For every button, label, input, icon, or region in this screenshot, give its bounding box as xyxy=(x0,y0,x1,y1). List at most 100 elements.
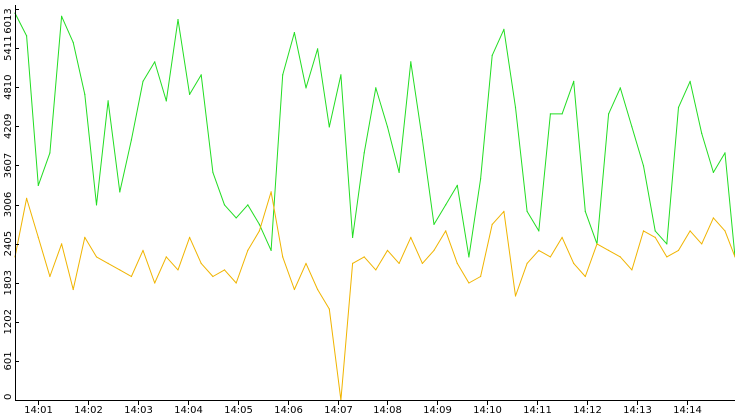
series-1-point xyxy=(130,139,132,141)
series-1-point xyxy=(165,100,167,102)
series-1-point xyxy=(95,204,98,206)
series-1-point xyxy=(433,223,435,225)
series-2-point xyxy=(410,236,412,238)
series-1-point xyxy=(340,74,342,76)
x-tick-label: 14:13 xyxy=(623,405,652,415)
series-2-point xyxy=(503,210,505,212)
series-1-point xyxy=(631,126,633,128)
series-1-point xyxy=(363,152,365,154)
series-1-point xyxy=(689,80,691,82)
series-1-point xyxy=(584,210,586,212)
y-tick-label: 1202 xyxy=(3,309,14,334)
x-tick-label: 14:14 xyxy=(673,405,702,415)
series-2-point xyxy=(596,243,598,245)
series-2-point xyxy=(235,282,237,284)
series-1-point xyxy=(37,184,39,186)
series-2-point xyxy=(107,262,109,264)
series-1-point xyxy=(107,100,109,102)
series-2-point xyxy=(61,243,63,245)
series-2-point xyxy=(724,230,726,232)
series-2-point xyxy=(631,269,633,271)
axes xyxy=(15,5,735,401)
series-1-point xyxy=(573,80,575,82)
series-1-point xyxy=(61,15,63,17)
y-tick-label: 601 xyxy=(3,351,14,370)
y-tick-label: 0 xyxy=(3,394,14,400)
series-1-point xyxy=(468,256,470,258)
series-2-point xyxy=(456,262,458,264)
series-2-point xyxy=(701,243,703,245)
series-1-point xyxy=(549,113,552,115)
series-2-point xyxy=(49,275,51,278)
series-2-point xyxy=(491,223,493,225)
y-tick-label: 6013 xyxy=(3,8,14,33)
series-2-point xyxy=(119,269,121,271)
series-2-point xyxy=(445,230,447,232)
series-1-point xyxy=(666,243,668,245)
series-2-point xyxy=(26,197,28,199)
x-tick-label: 14:06 xyxy=(274,405,303,415)
series-2-point xyxy=(642,230,645,232)
series-2-line xyxy=(14,191,735,401)
series-2-point xyxy=(95,256,98,258)
x-tick-label: 14:08 xyxy=(373,405,402,415)
series-2-point xyxy=(689,230,691,232)
series-2-point xyxy=(293,288,295,291)
x-tick-label: 14:04 xyxy=(174,405,203,415)
series-2-point xyxy=(328,308,330,310)
series-2-point xyxy=(561,236,563,238)
series-1-point xyxy=(84,93,86,95)
y-tick-label: 4810 xyxy=(3,74,14,99)
series-2-point xyxy=(608,249,610,251)
series-2-point xyxy=(130,275,132,278)
series-2-point xyxy=(468,282,470,284)
series-2-point xyxy=(223,269,226,271)
series-1-point xyxy=(456,184,458,186)
series-1-point xyxy=(608,113,610,115)
y-tick-label: 1803 xyxy=(3,270,14,295)
x-tick-label: 14:05 xyxy=(224,405,253,415)
series-2-point xyxy=(526,262,528,264)
y-tick-label: 5411 xyxy=(3,35,14,60)
series-1-point xyxy=(235,217,237,219)
series-2-point xyxy=(282,256,284,258)
series-1-point xyxy=(305,87,307,89)
series-2-point xyxy=(363,256,365,258)
series-1-point xyxy=(154,61,156,63)
series-1-point xyxy=(538,230,540,232)
series-1-point xyxy=(514,106,517,108)
series-2-point xyxy=(398,262,400,264)
series-1-point xyxy=(712,171,715,173)
series-1-point xyxy=(421,139,423,141)
series-1-point xyxy=(386,126,389,128)
series-1-point xyxy=(270,249,272,251)
series-1 xyxy=(14,12,735,258)
series-2-point xyxy=(317,288,319,291)
series-2-point xyxy=(514,295,517,297)
series-2-point xyxy=(386,249,389,251)
series-1-point xyxy=(410,61,412,63)
series-1-point xyxy=(503,28,505,30)
series-1-point xyxy=(480,178,482,180)
series-1-point xyxy=(189,93,191,95)
series-2-point xyxy=(421,262,423,264)
y-ticks: 0 601 1202 1803 2405 3006 3607 4209 4810 5411 6013 xyxy=(3,8,19,401)
series-2-point xyxy=(584,275,586,278)
series-1-point xyxy=(26,35,28,37)
series-2-point xyxy=(189,236,191,238)
series-2-point xyxy=(177,269,179,271)
y-tick-label: 2405 xyxy=(3,231,14,256)
y-tick-label: 3006 xyxy=(3,192,14,217)
series-2-point xyxy=(84,236,86,238)
x-tick-label: 14:11 xyxy=(523,405,552,415)
series-2-point xyxy=(72,288,74,291)
series-1-point xyxy=(258,223,260,225)
series-2-point xyxy=(200,262,202,264)
x-tick-label: 14:09 xyxy=(423,405,452,415)
series-2-point xyxy=(37,236,39,238)
series-1-point xyxy=(142,80,144,82)
series-2-point xyxy=(549,256,552,258)
series-1-point xyxy=(49,152,51,154)
series-1-point xyxy=(177,19,179,21)
